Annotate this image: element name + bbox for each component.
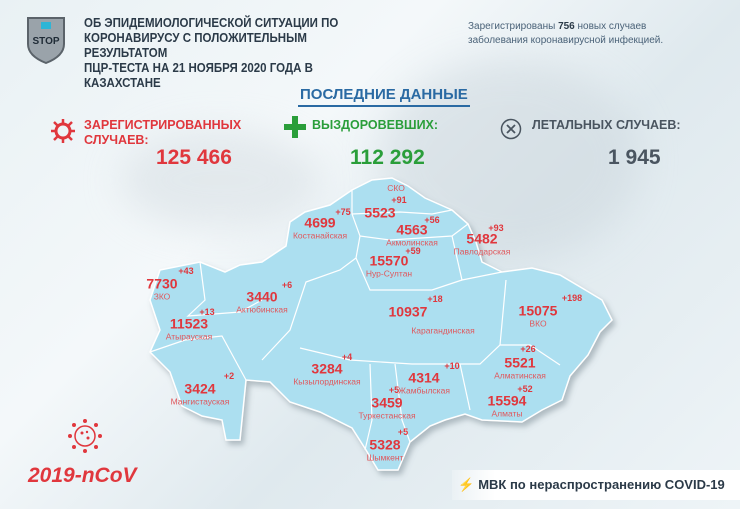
region-name: Актюбинская <box>236 304 288 315</box>
region-almaty-oblast: 5521 Алматинская <box>494 354 546 381</box>
region-total: 5328 <box>369 436 401 453</box>
region-name: Карагандинская <box>411 325 475 336</box>
coronavirus-icon <box>68 419 102 453</box>
region-total: 10937 <box>388 303 428 320</box>
region-delta: +59 <box>405 246 421 256</box>
region-akmola: 4563 Акмолинская <box>386 221 438 248</box>
region-name: Шымкент <box>366 452 404 463</box>
title-line: КОРОНАВИРУСУ С ПОЛОЖИТЕЛЬНЫМ РЕЗУЛЬТАТОМ <box>84 31 307 60</box>
deaths-value: 1 945 <box>608 146 661 169</box>
region-total: 15570 <box>369 252 409 269</box>
region-delta: +18 <box>427 294 443 304</box>
region-delta: +13 <box>199 307 215 317</box>
region-total: 3459 <box>371 394 403 411</box>
region-total: 11523 <box>169 315 209 332</box>
region-name: ЗКО <box>153 291 171 302</box>
region-name: Алматинская <box>494 370 546 381</box>
recovered-label: ВЫЗДОРОВЕВШИХ: <box>312 118 439 132</box>
region-total: 5482 <box>466 230 498 247</box>
region-total: 4563 <box>396 221 428 238</box>
latest-data-heading: ПОСЛЕДНИЕ ДАННЫЕ <box>298 86 470 107</box>
region-name: Павлодарская <box>453 246 511 257</box>
region-name: СКО <box>387 183 405 193</box>
region-sko: СКО <box>387 183 405 193</box>
region-name: Костанайская <box>292 230 348 241</box>
region-zhambyl: 4314 Жамбылская <box>398 369 450 396</box>
lightning-icon: ⚡ <box>458 477 475 492</box>
recovered-value: 112 292 <box>350 146 425 169</box>
svg-text:STOP: STOP <box>32 36 59 47</box>
registered-value: 125 466 <box>156 146 232 169</box>
plus-icon <box>284 116 306 138</box>
region-borders <box>149 190 561 451</box>
region-almaty-city: 15594 Алматы <box>487 392 527 419</box>
region-turkestan: 3459 Туркестанская <box>358 394 416 421</box>
region-delta: +10 <box>444 361 460 371</box>
region-delta: +4 <box>341 352 353 362</box>
region-total: 4314 <box>408 369 440 386</box>
virus-icon <box>51 119 75 143</box>
source-banner: ⚡ МВК по нераспространению COVID-19 <box>452 470 740 500</box>
region-delta: +5 <box>388 385 400 395</box>
title-line: ОБ ЭПИДЕМИОЛОГИЧЕСКОЙ СИТУАЦИИ ПО <box>84 16 339 30</box>
region-name: Акмолинская <box>386 237 438 248</box>
region-aktobe: 3440 Актюбинская <box>236 288 288 315</box>
region-total: 15075 <box>518 302 558 319</box>
region-total: 4699 <box>304 214 336 231</box>
page-title: ОБ ЭПИДЕМИОЛОГИЧЕСКОЙ СИТУАЦИИ ПО КОРОНА… <box>84 16 388 91</box>
circle-x-icon <box>500 118 522 140</box>
region-name: Жамбылская <box>398 385 450 396</box>
region-name: Атырауская <box>165 331 213 342</box>
region-total: 3424 <box>184 380 216 397</box>
region-delta: +198 <box>561 293 583 303</box>
region-name: Туркестанская <box>358 410 416 421</box>
registered-label: ЗАРЕГИСТРИРОВАННЫХ СЛУЧАЕВ: <box>84 118 242 147</box>
region-delta: +52 <box>517 384 533 394</box>
region-name: Мангистауская <box>170 396 230 407</box>
region-delta: +93 <box>488 223 504 233</box>
new-cases-count: 756 <box>558 21 575 32</box>
region-karaganda: 10937 Карагандинская <box>361 303 475 336</box>
region-kyzylorda: 3284 Кызылординская <box>293 360 361 387</box>
region-mangystau: 3424 Мангистауская <box>170 380 230 407</box>
source-text: МВК по нераспространению COVID-19 <box>478 477 725 492</box>
region-delta: +43 <box>178 266 194 276</box>
region-name: Алматы <box>491 408 523 419</box>
region-name: Нур-Султан <box>365 268 413 279</box>
stop-shield-logo: STOP <box>27 17 65 64</box>
region-total: 5521 <box>504 354 536 371</box>
region-delta: +6 <box>281 280 293 290</box>
region-delta: +56 <box>424 215 440 225</box>
region-name: ВКО <box>529 318 547 329</box>
region-name: Кызылординская <box>293 376 361 387</box>
region-delta: +91 <box>391 195 407 205</box>
region-total: 3284 <box>311 360 343 377</box>
deaths-label: ЛЕТАЛЬНЫХ СЛУЧАЕВ: <box>532 118 681 132</box>
country-outline <box>149 177 613 471</box>
ncov-label: 2019-nCoV <box>28 464 137 487</box>
region-delta: +75 <box>335 207 351 217</box>
region-total: 15594 <box>487 392 527 409</box>
region-kostanay: 4699 Костанайская <box>292 214 348 241</box>
new-cases-note: Зарегистрированы 756 новых случаев забол… <box>468 21 664 46</box>
region-delta: +2 <box>223 371 235 381</box>
region-total: 3440 <box>246 288 278 305</box>
region-total: 7730 <box>146 275 178 292</box>
region-delta: +26 <box>520 344 536 354</box>
region-sko-total: 5523 <box>364 204 396 221</box>
region-pavlodar: 5482 Павлодарская <box>453 230 511 257</box>
region-delta: +5 <box>397 427 409 437</box>
region-zko: 7730 ЗКО <box>146 275 178 302</box>
region-nur-sultan: 15570 Нур-Султан <box>365 252 413 279</box>
region-shymkent: 5328 Шымкент <box>366 436 404 463</box>
region-atyrau: 11523 Атырауская <box>165 315 213 342</box>
region-vko: 15075 ВКО <box>518 302 558 329</box>
region-total: 5523 <box>364 204 396 221</box>
title-line: ПЦР-ТЕСТА НА 21 НОЯБРЯ 2020 ГОДА В КАЗАХ… <box>84 61 313 90</box>
